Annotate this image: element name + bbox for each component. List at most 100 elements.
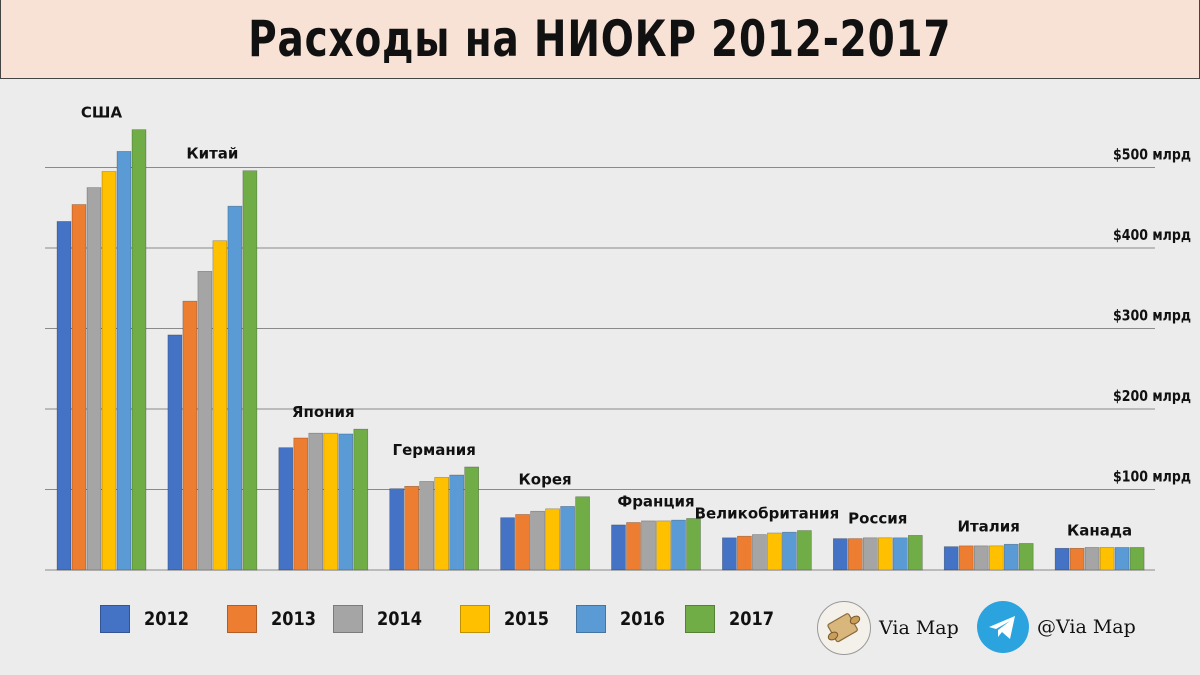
bar (449, 474, 465, 571)
bar-chart: США Китай Япония Германия Корея ФранцияВелико… (45, 104, 1191, 571)
bar (242, 170, 258, 571)
legend-swatch (100, 605, 130, 633)
bar (641, 520, 656, 571)
bar (404, 485, 420, 571)
country-label: США (81, 104, 123, 122)
bar (752, 534, 767, 571)
country-label: Россия (848, 509, 907, 527)
bar (293, 437, 309, 571)
via-map-brand: Via Map (817, 601, 959, 655)
bar (782, 531, 797, 571)
telegram-handle: @Via Map (1037, 616, 1136, 638)
legend-label: 2017 (729, 608, 774, 630)
bar (101, 171, 117, 571)
country-label: Канада (1067, 521, 1132, 539)
bar (545, 508, 560, 571)
y-axis-labels: $100 млрд $200 млрд $300 млрд $400 млрд $500… (1113, 146, 1191, 486)
bar (892, 537, 908, 571)
telegram-brand[interactable]: @Via Map (977, 601, 1136, 653)
y-tick-label: $500 млрд (1113, 146, 1191, 164)
bar (212, 240, 228, 571)
country-label: Корея (519, 471, 572, 489)
bars (56, 129, 1145, 571)
legend-swatch (460, 605, 490, 633)
bar (832, 538, 848, 571)
country-label: Италия (957, 517, 1020, 535)
bar (943, 546, 959, 571)
bar (671, 519, 686, 571)
bar (227, 205, 243, 571)
bar (530, 510, 545, 571)
bar (56, 221, 72, 571)
legend-label: 2012 (144, 608, 189, 630)
legend-item: 2012 (100, 605, 197, 633)
bar (797, 530, 812, 571)
legend-swatch (685, 605, 715, 633)
bar (1114, 547, 1130, 571)
y-tick-label: $100 млрд (1113, 468, 1191, 486)
bar (515, 514, 530, 571)
bar (560, 506, 575, 571)
legend-label: 2015 (504, 608, 549, 630)
legend-item: 2015 (460, 605, 557, 633)
bar (182, 300, 198, 571)
legend-label: 2014 (377, 608, 422, 630)
legend-item: 2013 (227, 605, 324, 633)
bar (86, 187, 102, 571)
bar (197, 271, 213, 571)
bar (877, 537, 893, 571)
bar (71, 204, 87, 571)
bar (308, 432, 324, 571)
legend-item: 2014 (333, 605, 430, 633)
country-labels: США Китай Япония Германия Корея ФранцияВелико… (81, 104, 1132, 540)
country-label: Китай (186, 145, 238, 163)
bar (167, 334, 183, 571)
legend-item: 2017 (685, 605, 782, 633)
via-map-text: Via Map (879, 617, 959, 639)
y-tick-label: $400 млрд (1113, 226, 1191, 244)
country-label: Германия (393, 441, 476, 459)
scroll-map-icon (817, 601, 871, 655)
legend-item: 2016 (576, 605, 673, 633)
bar (1129, 547, 1145, 571)
bar (626, 522, 641, 571)
bar (338, 433, 354, 571)
bar (323, 432, 339, 571)
bar (131, 129, 147, 571)
bar (767, 532, 782, 571)
bar (434, 477, 450, 571)
bar (1003, 543, 1019, 571)
bar (656, 520, 671, 571)
telegram-icon (977, 601, 1029, 653)
bar (862, 537, 878, 571)
bar (1084, 547, 1100, 571)
bar (116, 151, 132, 571)
bar (419, 481, 435, 571)
title-bar: Расходы на НИОКР 2012-2017 (0, 0, 1200, 79)
bar (907, 535, 923, 571)
bar (1054, 547, 1070, 571)
bar (500, 517, 515, 571)
bar (1069, 547, 1085, 571)
bar (958, 545, 974, 571)
bar (575, 496, 590, 571)
bar (1099, 547, 1115, 571)
country-label: Великобритания (695, 505, 840, 523)
y-tick-label: $200 млрд (1113, 387, 1191, 405)
bar (464, 466, 480, 571)
bar (278, 447, 294, 571)
bar (389, 488, 405, 571)
bar (1018, 543, 1034, 571)
bar (686, 518, 701, 571)
bar (722, 537, 737, 571)
bar (847, 538, 863, 571)
legend-label: 2013 (271, 608, 316, 630)
bar (988, 545, 1004, 571)
legend: 2012 2013 2014 2015 2016 2017 (0, 600, 800, 650)
y-tick-label: $300 млрд (1113, 307, 1191, 325)
bar (353, 428, 369, 571)
page-title: Расходы на НИОКР 2012-2017 (248, 10, 952, 68)
bar (737, 535, 752, 571)
country-label: Япония (292, 403, 355, 421)
legend-swatch (576, 605, 606, 633)
